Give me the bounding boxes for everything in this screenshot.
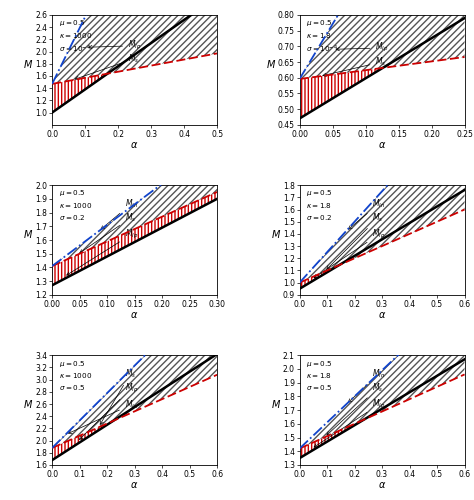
Text: $M_{s}$: $M_{s}$ — [323, 56, 387, 76]
Y-axis label: $M$: $M$ — [23, 58, 33, 70]
Text: $\mu = 0.5$
$\kappa = 1000$
$\sigma = 10^{-4}$: $\mu = 0.5$ $\kappa = 1000$ $\sigma = 10… — [59, 18, 92, 55]
Text: $M_{ln}$: $M_{ln}$ — [348, 368, 385, 402]
Y-axis label: $M$: $M$ — [23, 398, 33, 410]
Text: $\mu = 0.5$
$\kappa = 1.8$
$\sigma = 0.2$: $\mu = 0.5$ $\kappa = 1.8$ $\sigma = 0.2… — [306, 188, 333, 222]
Text: $M_{s}$: $M_{s}$ — [75, 52, 139, 80]
X-axis label: $\alpha$: $\alpha$ — [130, 140, 139, 150]
Text: $\mu = 0.5$
$\kappa = 1.8$
$\sigma = 0.5$: $\mu = 0.5$ $\kappa = 1.8$ $\sigma = 0.5… — [306, 358, 333, 392]
X-axis label: $\alpha$: $\alpha$ — [130, 480, 139, 490]
Text: $M_{ln}$: $M_{ln}$ — [69, 398, 138, 434]
Text: $M_{ln}$: $M_{ln}$ — [348, 198, 385, 229]
Text: $M_{lp}$: $M_{lp}$ — [67, 228, 138, 275]
Text: $\mu = 0.5$
$\kappa = 1000$
$\sigma = 0.5$: $\mu = 0.5$ $\kappa = 1000$ $\sigma = 0.… — [59, 358, 92, 392]
Text: $\mu = 0.5$
$\kappa = 1000$
$\sigma = 0.2$: $\mu = 0.5$ $\kappa = 1000$ $\sigma = 0.… — [59, 188, 92, 222]
X-axis label: $\alpha$: $\alpha$ — [378, 140, 386, 150]
Text: $M_{lp}$: $M_{lp}$ — [314, 398, 385, 447]
Text: $M_{ln}$: $M_{ln}$ — [0, 499, 1, 500]
Y-axis label: $M$: $M$ — [266, 58, 276, 70]
Text: $M_{ln}$: $M_{ln}$ — [0, 499, 1, 500]
Text: $M_{s}$: $M_{s}$ — [327, 382, 383, 435]
X-axis label: $\alpha$: $\alpha$ — [378, 480, 386, 490]
X-axis label: $\alpha$: $\alpha$ — [378, 310, 386, 320]
Text: $M_{ln}$: $M_{ln}$ — [101, 198, 138, 229]
Text: $M_{lp}$: $M_{lp}$ — [336, 42, 389, 54]
Text: $M_{s}$: $M_{s}$ — [80, 212, 136, 253]
Text: $M_{s}$: $M_{s}$ — [100, 368, 136, 424]
Text: $M_{lp}$: $M_{lp}$ — [89, 39, 141, 52]
Text: $M_{lp}$: $M_{lp}$ — [80, 382, 138, 440]
Y-axis label: $M$: $M$ — [271, 228, 281, 240]
Text: $\mu = 0.5$
$\kappa = 1.8$
$\sigma = 10^{-4}$: $\mu = 0.5$ $\kappa = 1.8$ $\sigma = 10^… — [306, 18, 338, 55]
Text: $M_{lp}$: $M_{lp}$ — [314, 228, 385, 278]
Y-axis label: $M$: $M$ — [23, 228, 33, 240]
X-axis label: $\alpha$: $\alpha$ — [130, 310, 139, 320]
Text: $M_{s}$: $M_{s}$ — [327, 212, 383, 269]
Y-axis label: $M$: $M$ — [271, 398, 281, 410]
